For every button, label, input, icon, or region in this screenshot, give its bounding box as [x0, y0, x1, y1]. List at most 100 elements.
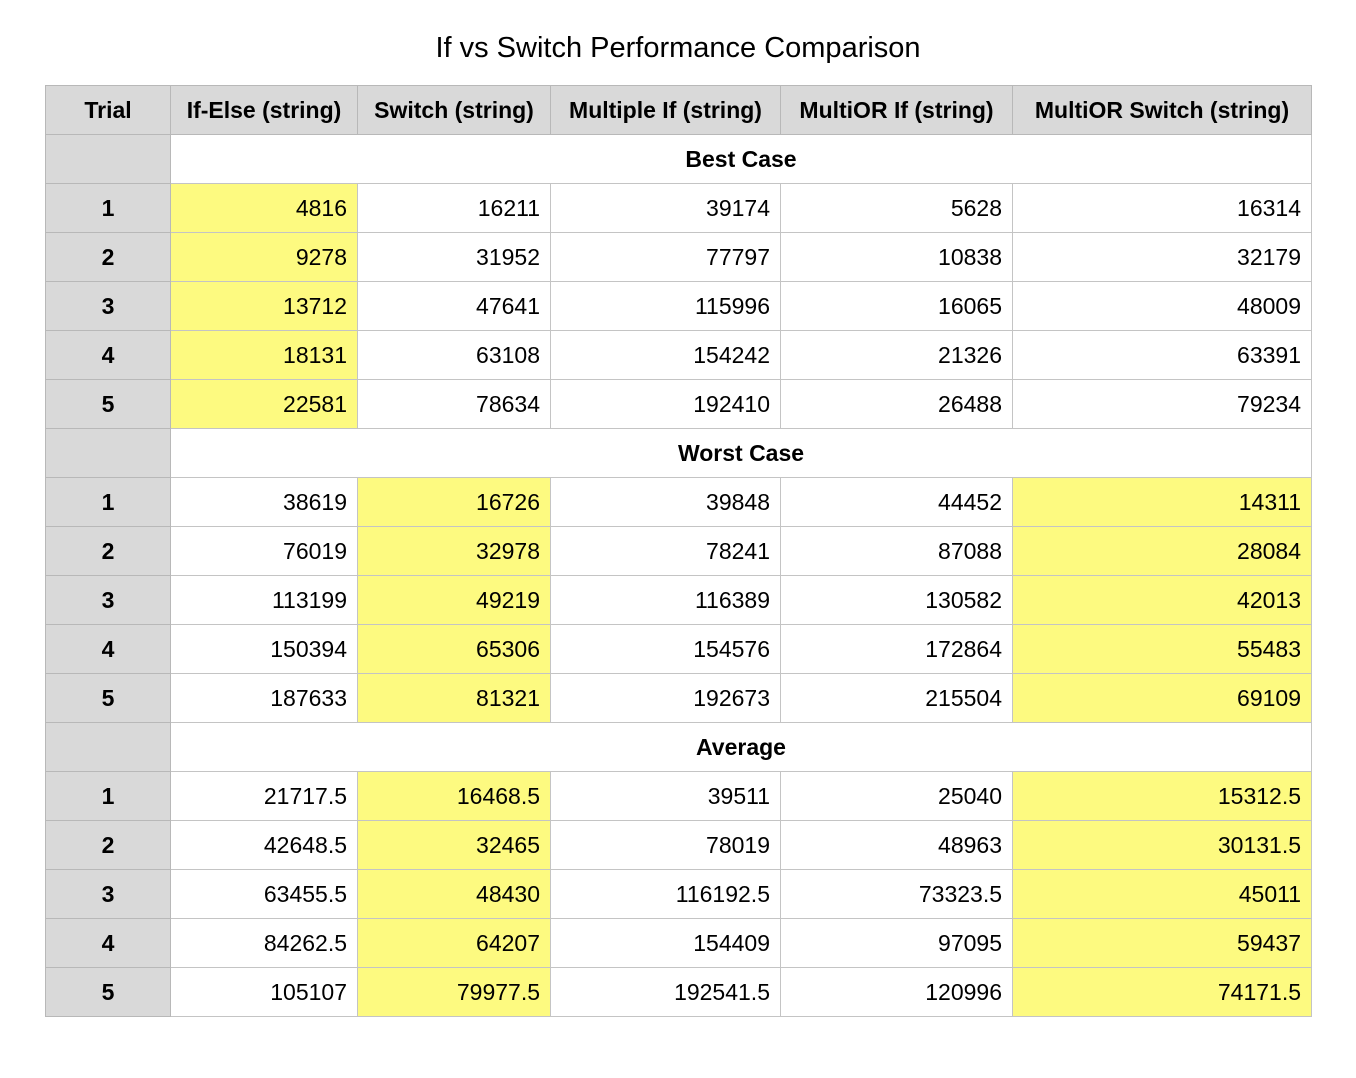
table-row: 4 84262.5 64207 154409 97095 59437	[45, 918, 1312, 968]
trial-cell: 5	[45, 379, 171, 429]
trial-cell: 3	[45, 281, 171, 331]
trial-cell: 4	[45, 624, 171, 674]
value-cell: 48009	[1012, 281, 1312, 331]
value-cell: 84262.5	[170, 918, 358, 968]
value-cell: 28084	[1012, 526, 1312, 576]
value-cell: 39174	[550, 183, 781, 233]
value-cell: 32465	[357, 820, 551, 870]
value-cell: 78019	[550, 820, 781, 870]
table-body: Best Case 1 4816 16211 39174 5628 16314 2 9278 31…	[45, 134, 1312, 1017]
value-cell: 116192.5	[550, 869, 781, 919]
table-row: 5 105107 79977.5 192541.5 120996 74171.5	[45, 967, 1312, 1017]
value-cell: 44452	[780, 477, 1013, 527]
value-cell: 16726	[357, 477, 551, 527]
table-row: 1 21717.5 16468.5 39511 25040 15312.5	[45, 771, 1312, 821]
table-row: 2 9278 31952 77797 10838 32179	[45, 232, 1312, 282]
section-trial-blank	[45, 722, 171, 772]
value-cell: 120996	[780, 967, 1013, 1017]
value-cell: 77797	[550, 232, 781, 282]
value-cell: 74171.5	[1012, 967, 1312, 1017]
section-trial-blank	[45, 428, 171, 478]
table-row: 3 13712 47641 115996 16065 48009	[45, 281, 1312, 331]
trial-cell: 3	[45, 575, 171, 625]
value-cell: 172864	[780, 624, 1013, 674]
value-cell: 59437	[1012, 918, 1312, 968]
value-cell: 18131	[170, 330, 358, 380]
trial-cell: 5	[45, 673, 171, 723]
value-cell: 21717.5	[170, 771, 358, 821]
value-cell: 192410	[550, 379, 781, 429]
value-cell: 4816	[170, 183, 358, 233]
value-cell: 192541.5	[550, 967, 781, 1017]
header-row: Trial If-Else (string) Switch (string) M…	[45, 85, 1312, 135]
table-row: 4 18131 63108 154242 21326 63391	[45, 330, 1312, 380]
value-cell: 32978	[357, 526, 551, 576]
table-row: 2 76019 32978 78241 87088 28084	[45, 526, 1312, 576]
value-cell: 63391	[1012, 330, 1312, 380]
column-header-trial: Trial	[45, 85, 171, 135]
value-cell: 79977.5	[357, 967, 551, 1017]
trial-cell: 2	[45, 820, 171, 870]
column-header-multiple-if: Multiple If (string)	[550, 85, 781, 135]
value-cell: 9278	[170, 232, 358, 282]
trial-cell: 5	[45, 967, 171, 1017]
value-cell: 187633	[170, 673, 358, 723]
value-cell: 21326	[780, 330, 1013, 380]
value-cell: 25040	[780, 771, 1013, 821]
value-cell: 63108	[357, 330, 551, 380]
value-cell: 130582	[780, 575, 1013, 625]
table-row: 1 4816 16211 39174 5628 16314	[45, 183, 1312, 233]
value-cell: 154242	[550, 330, 781, 380]
value-cell: 76019	[170, 526, 358, 576]
trial-cell: 4	[45, 918, 171, 968]
trial-cell: 1	[45, 771, 171, 821]
value-cell: 16314	[1012, 183, 1312, 233]
trial-cell: 2	[45, 526, 171, 576]
section-title: Worst Case	[170, 428, 1312, 478]
value-cell: 31952	[357, 232, 551, 282]
table-row: 5 22581 78634 192410 26488 79234	[45, 379, 1312, 429]
value-cell: 150394	[170, 624, 358, 674]
table-row: 3 63455.5 48430 116192.5 73323.5 45011	[45, 869, 1312, 919]
value-cell: 154576	[550, 624, 781, 674]
value-cell: 30131.5	[1012, 820, 1312, 870]
trial-cell: 3	[45, 869, 171, 919]
value-cell: 69109	[1012, 673, 1312, 723]
value-cell: 63455.5	[170, 869, 358, 919]
section-row: Best Case	[45, 134, 1312, 184]
value-cell: 192673	[550, 673, 781, 723]
table-row: 3 113199 49219 116389 130582 42013	[45, 575, 1312, 625]
value-cell: 64207	[357, 918, 551, 968]
section-row: Worst Case	[45, 428, 1312, 478]
value-cell: 215504	[780, 673, 1013, 723]
value-cell: 13712	[170, 281, 358, 331]
value-cell: 16468.5	[357, 771, 551, 821]
value-cell: 16065	[780, 281, 1013, 331]
performance-table: Trial If-Else (string) Switch (string) M…	[45, 85, 1312, 1017]
value-cell: 15312.5	[1012, 771, 1312, 821]
value-cell: 22581	[170, 379, 358, 429]
value-cell: 14311	[1012, 477, 1312, 527]
value-cell: 116389	[550, 575, 781, 625]
section-row: Average	[45, 722, 1312, 772]
value-cell: 38619	[170, 477, 358, 527]
value-cell: 113199	[170, 575, 358, 625]
value-cell: 32179	[1012, 232, 1312, 282]
value-cell: 5628	[780, 183, 1013, 233]
value-cell: 105107	[170, 967, 358, 1017]
value-cell: 48430	[357, 869, 551, 919]
value-cell: 78241	[550, 526, 781, 576]
value-cell: 49219	[357, 575, 551, 625]
trial-cell: 1	[45, 477, 171, 527]
section-title: Average	[170, 722, 1312, 772]
value-cell: 87088	[780, 526, 1013, 576]
column-header-multior-if: MultiOR If (string)	[780, 85, 1013, 135]
value-cell: 45011	[1012, 869, 1312, 919]
column-header-switch: Switch (string)	[357, 85, 551, 135]
value-cell: 55483	[1012, 624, 1312, 674]
column-header-multior-switch: MultiOR Switch (string)	[1012, 85, 1312, 135]
table-row: 2 42648.5 32465 78019 48963 30131.5	[45, 820, 1312, 870]
section-trial-blank	[45, 134, 171, 184]
value-cell: 47641	[357, 281, 551, 331]
trial-cell: 4	[45, 330, 171, 380]
